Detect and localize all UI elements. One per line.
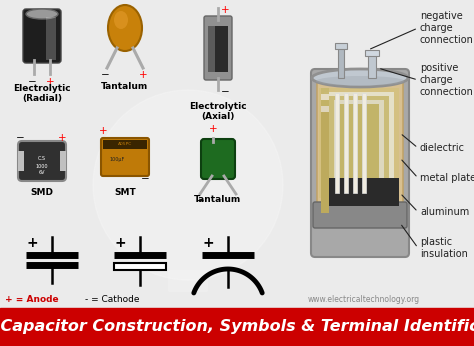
Bar bbox=[335, 93, 339, 193]
Bar bbox=[368, 53, 376, 78]
Ellipse shape bbox=[114, 11, 128, 29]
Text: −: − bbox=[16, 133, 24, 143]
Text: +: + bbox=[46, 77, 55, 87]
Text: dielectric: dielectric bbox=[420, 143, 465, 153]
Text: −: − bbox=[27, 77, 36, 87]
Bar bbox=[321, 94, 329, 213]
Bar bbox=[335, 43, 347, 49]
Bar bbox=[329, 96, 389, 190]
FancyBboxPatch shape bbox=[317, 81, 403, 225]
Bar bbox=[321, 100, 329, 213]
Text: 100μF: 100μF bbox=[109, 157, 125, 163]
FancyBboxPatch shape bbox=[18, 141, 66, 181]
Text: 6V: 6V bbox=[39, 171, 45, 175]
Text: 1000: 1000 bbox=[36, 164, 48, 169]
Text: +: + bbox=[27, 236, 38, 250]
Text: +: + bbox=[139, 70, 147, 80]
FancyBboxPatch shape bbox=[23, 9, 61, 63]
Text: −: − bbox=[100, 70, 109, 80]
Text: Electrolytic
(Axial): Electrolytic (Axial) bbox=[189, 102, 247, 121]
Text: −: − bbox=[221, 87, 230, 97]
FancyBboxPatch shape bbox=[204, 16, 232, 80]
FancyBboxPatch shape bbox=[313, 202, 407, 228]
FancyBboxPatch shape bbox=[311, 69, 409, 257]
Ellipse shape bbox=[312, 69, 408, 87]
Bar bbox=[114, 263, 166, 270]
Text: −: − bbox=[196, 196, 204, 206]
Ellipse shape bbox=[108, 5, 142, 51]
Bar bbox=[321, 88, 329, 213]
Text: +: + bbox=[203, 236, 214, 250]
Text: +: + bbox=[221, 5, 229, 15]
Bar bbox=[60, 151, 66, 171]
Bar bbox=[339, 104, 379, 182]
Text: +: + bbox=[99, 126, 107, 136]
Bar bbox=[319, 88, 399, 198]
Text: SMD: SMD bbox=[30, 188, 54, 197]
Text: SMT: SMT bbox=[114, 188, 136, 197]
Bar bbox=[103, 140, 147, 149]
FancyBboxPatch shape bbox=[201, 139, 235, 179]
Text: aluminum: aluminum bbox=[420, 207, 469, 217]
Bar bbox=[365, 50, 379, 56]
Circle shape bbox=[93, 90, 283, 280]
Text: −: − bbox=[141, 174, 149, 184]
Text: Electrolytic
(Radial): Electrolytic (Radial) bbox=[13, 84, 71, 103]
Text: + = Anode: + = Anode bbox=[5, 294, 59, 303]
Ellipse shape bbox=[316, 76, 404, 86]
Bar bbox=[208, 26, 228, 72]
Bar bbox=[208, 26, 215, 72]
Bar bbox=[321, 112, 329, 213]
Bar bbox=[321, 178, 399, 206]
Text: Polar Capacitor Construction, Symbols & Terminal Identification: Polar Capacitor Construction, Symbols & … bbox=[0, 319, 474, 335]
Text: positive
charge
connection: positive charge connection bbox=[420, 63, 474, 98]
Bar bbox=[362, 93, 366, 193]
Text: - = Cathode: - = Cathode bbox=[85, 294, 139, 303]
Text: metal plate: metal plate bbox=[420, 173, 474, 183]
Bar bbox=[321, 106, 329, 213]
Text: Tantalum: Tantalum bbox=[101, 82, 149, 91]
Bar bbox=[338, 46, 344, 78]
FancyBboxPatch shape bbox=[101, 138, 149, 176]
Text: A05PC: A05PC bbox=[118, 142, 132, 146]
Text: plastic
insulation: plastic insulation bbox=[420, 237, 468, 259]
Bar bbox=[0, 308, 474, 346]
Text: +: + bbox=[58, 133, 66, 143]
Text: negative
charge
connection: negative charge connection bbox=[420, 11, 474, 45]
Text: +: + bbox=[115, 236, 126, 250]
FancyBboxPatch shape bbox=[168, 270, 208, 292]
Bar bbox=[18, 151, 24, 171]
Text: Tantalum: Tantalum bbox=[194, 195, 242, 204]
Text: +: + bbox=[209, 124, 217, 134]
Bar bbox=[46, 17, 56, 60]
Bar bbox=[353, 93, 357, 193]
Text: www.electricaltechnology.org: www.electricaltechnology.org bbox=[308, 294, 420, 303]
Text: C.S: C.S bbox=[38, 155, 46, 161]
Bar bbox=[334, 100, 384, 186]
Bar bbox=[324, 92, 394, 194]
Ellipse shape bbox=[26, 9, 58, 19]
Bar bbox=[344, 93, 348, 193]
